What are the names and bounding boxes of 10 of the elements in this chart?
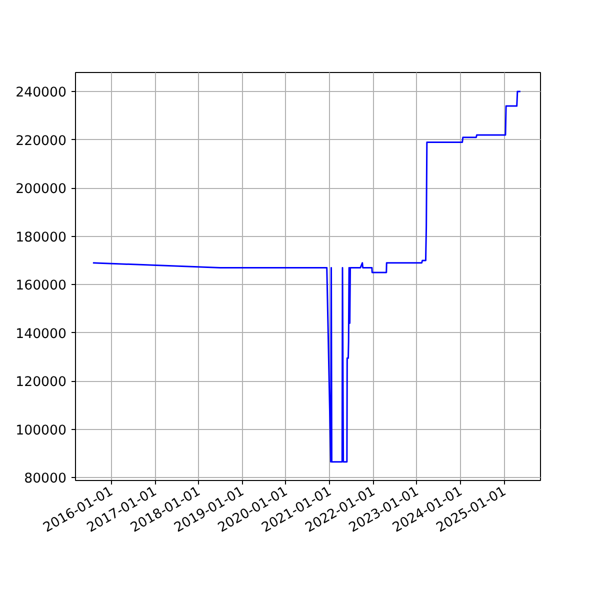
y-tick-label: 120000: [16, 375, 67, 390]
y-tick-label: 180000: [16, 230, 67, 246]
line-series: [92, 90, 522, 463]
y-tick-label: 220000: [16, 134, 67, 149]
y-tick-label: 160000: [16, 278, 67, 294]
y-tick-label: 200000: [16, 182, 67, 198]
y-tick-label: 80000: [24, 472, 67, 487]
y-tick-label: 140000: [16, 326, 67, 342]
y-tick-label: 240000: [16, 86, 67, 101]
y-tick-label: 100000: [16, 423, 67, 438]
